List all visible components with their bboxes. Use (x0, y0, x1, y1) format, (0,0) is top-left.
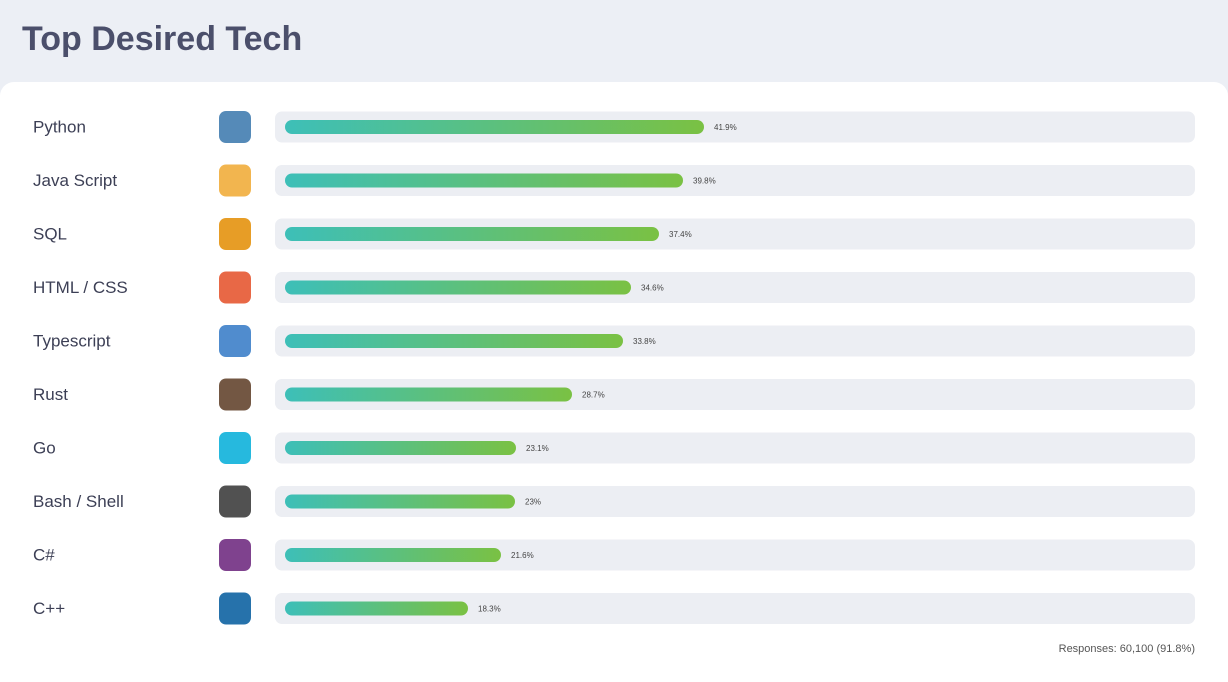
icon (219, 378, 251, 411)
value-label: 23% (525, 498, 541, 507)
category-label: HTML / CSS (33, 278, 128, 297)
value-label: 34.6% (641, 284, 664, 293)
category-label: SQL (33, 224, 67, 243)
value-label: 33.8% (633, 337, 656, 346)
bar-track (275, 165, 1195, 196)
category-label: C++ (33, 599, 65, 618)
value-label: 18.3% (478, 605, 501, 614)
bar-track (275, 272, 1195, 303)
category-label: C# (33, 545, 55, 564)
bar (285, 494, 515, 509)
category-label: Java Script (33, 171, 117, 190)
category-label: Bash / Shell (33, 492, 124, 511)
icon (219, 218, 251, 250)
bar-track (275, 325, 1195, 357)
value-label: 39.8% (693, 177, 716, 186)
category-label: Python (33, 117, 86, 136)
bar-track (275, 379, 1195, 410)
bar (285, 280, 631, 295)
bar-track (275, 218, 1195, 250)
bar-track (275, 432, 1195, 464)
value-label: 23.1% (526, 444, 549, 453)
bar (285, 387, 572, 402)
bar-track (275, 593, 1195, 624)
icon (219, 325, 251, 357)
icon (219, 432, 251, 464)
category-label: Rust (33, 385, 68, 404)
chart-title: Top Desired Tech (22, 20, 302, 58)
value-label: 37.4% (669, 230, 692, 239)
bar (285, 120, 704, 134)
bar (285, 173, 683, 188)
bar-track (275, 486, 1195, 517)
icon (219, 485, 251, 518)
icon (219, 539, 251, 571)
footnote: Responses: 60,100 (91.8%) (1059, 643, 1195, 655)
value-label: 21.6% (511, 551, 534, 560)
icon (219, 164, 251, 197)
bar-track (275, 111, 1195, 143)
icon (219, 271, 251, 304)
category-label: Typescript (33, 331, 111, 350)
bar (285, 227, 659, 241)
bar-track (275, 539, 1195, 571)
value-label: 28.7% (582, 391, 605, 400)
category-label: Go (33, 438, 56, 457)
bar (285, 548, 501, 562)
bar (285, 334, 623, 348)
bar (285, 601, 468, 616)
value-label: 41.9% (714, 123, 737, 132)
icon (219, 592, 251, 625)
icon (219, 111, 251, 143)
bar (285, 441, 516, 455)
